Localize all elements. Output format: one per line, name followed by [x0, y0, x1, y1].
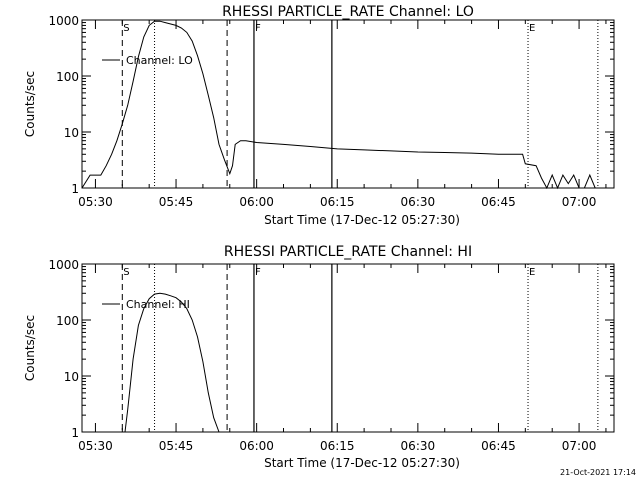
panel-1-x-tick-label: 06:30 [401, 195, 436, 209]
panel-1-y-axis-label: Counts/sec [23, 71, 37, 137]
panel-1-x-axis-label: Start Time (17-Dec-12 05:27:30) [264, 213, 460, 227]
panel-1-x-tick-label: 05:45 [159, 195, 194, 209]
panel-2-y-tick-label: 1 [71, 426, 79, 440]
panel-1-chart-title: RHESSI PARTICLE_RATE Channel: LO [222, 4, 474, 20]
panel-1-x-tick-label: 05:30 [78, 195, 113, 209]
panel-2-x-tick-label: 06:45 [481, 439, 516, 453]
panel-1-plot-frame [81, 19, 615, 189]
panel-2-y-tick-label: 1000 [48, 258, 79, 272]
panel-1-series-line-1 [81, 20, 596, 190]
panel-1-y-tick-label: 10 [64, 126, 79, 140]
panel-2-x-tick-label: 05:30 [78, 439, 113, 453]
panel-2-plot-frame [81, 263, 615, 433]
panel-1-x-tick-label: 06:00 [239, 195, 274, 209]
panel-2-x-tick-label: 07:00 [562, 439, 597, 453]
panel-2-x-axis-label: Start Time (17-Dec-12 05:27:30) [264, 456, 460, 470]
panel-1-x-tick-label: 06:45 [481, 195, 516, 209]
panel-1-y-tick-label: 1000 [48, 14, 79, 28]
panel-1-x-tick-label: 06:15 [320, 195, 355, 209]
panel-1-y-tick-label: 100 [56, 70, 79, 84]
panel-1-x-tick-label: 07:00 [562, 195, 597, 209]
panel-2-x-tick-label: 06:00 [239, 439, 274, 453]
plot-timestamp: 21-Oct-2021 17:14 [560, 468, 636, 477]
panel-1-event-marker-e: E [529, 23, 535, 34]
panel-1-event-marker-s: S [123, 23, 129, 34]
panel-2-series-line-1 [124, 292, 220, 433]
panel-2-chart-title: RHESSI PARTICLE_RATE Channel: HI [224, 244, 472, 260]
panel-1-legend-label: Channel: LO [126, 54, 193, 67]
panel-2-event-marker-f: F [255, 267, 261, 278]
panel-2-x-tick-label: 06:30 [401, 439, 436, 453]
panel-2-legend-label: Channel: HI [126, 298, 190, 311]
panel-2-y-axis-label: Counts/sec [23, 315, 37, 381]
panel-2-y-tick-label: 10 [64, 370, 79, 384]
panel-2-x-tick-label: 06:15 [320, 439, 355, 453]
panel-2-event-marker-e: E [529, 267, 535, 278]
panel-2-event-marker-s: S [123, 267, 129, 278]
panel-2-y-tick-label: 100 [56, 314, 79, 328]
panel-1-y-tick-label: 1 [71, 182, 79, 196]
panel-1-event-marker-f: F [255, 23, 261, 34]
panel-2-x-tick-label: 05:45 [159, 439, 194, 453]
